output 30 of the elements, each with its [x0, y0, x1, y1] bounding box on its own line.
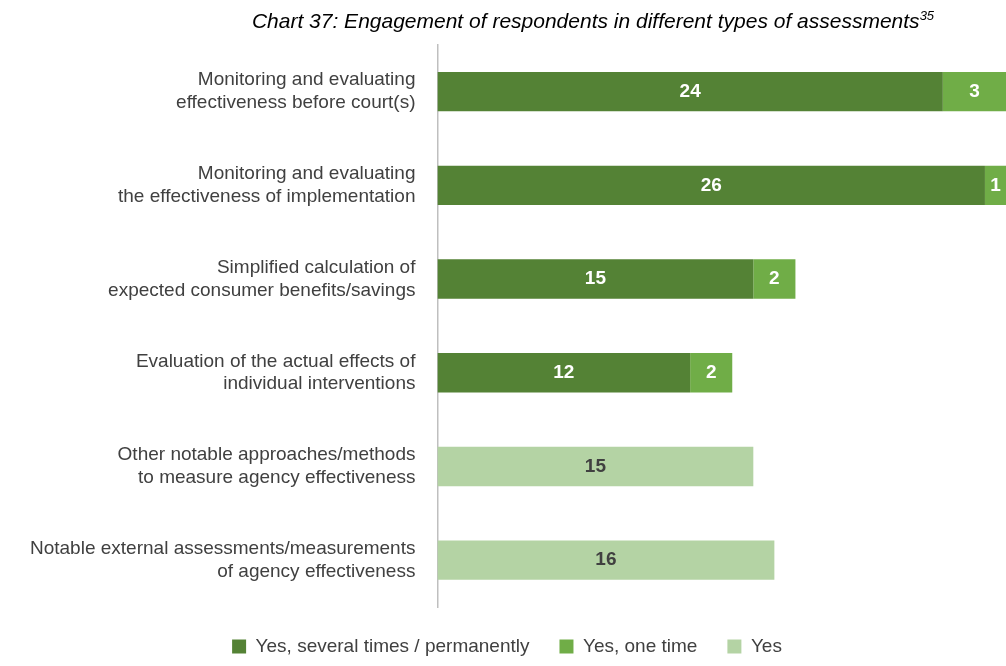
chart-title: Chart 37: Engagement of respondents in different types of assessments$^{35}$: [250, 8, 936, 33]
legend-label: Yes, one time: [582, 634, 698, 656]
bar: [942, 71, 1006, 112]
bar: [437, 165, 985, 206]
y-tick-label: Monitoring and evaluating the effectiveness of implementation: [117, 162, 416, 206]
bar: [437, 446, 754, 487]
data-label: 2: [769, 267, 780, 289]
legend-label: Yes, several times / permanently: [255, 634, 530, 656]
bar: [753, 259, 796, 299]
data-label: 15: [584, 454, 607, 476]
y-tick-label: Other notable approaches/methods to measure agency effectiveness: [117, 443, 416, 488]
data-label: 15: [584, 267, 607, 289]
bar: [437, 540, 775, 580]
data-label: 2: [705, 360, 717, 382]
data-label: 16: [595, 548, 617, 570]
bar: [437, 353, 691, 393]
bar: [437, 71, 943, 112]
legend-label: Yes: [750, 634, 782, 656]
data-label: 1: [990, 173, 1002, 195]
bar: [690, 353, 733, 393]
data-label: 12: [553, 360, 575, 382]
data-label: 26: [700, 173, 722, 195]
y-tick-label: Notable external assessments/measurements of agency effectiveness: [29, 536, 416, 581]
bar: [437, 259, 754, 299]
bar: [984, 165, 1006, 206]
y-tick-label: Simplified calculation of expected consumer benefits/savings: [108, 255, 417, 300]
y-tick-label: Evaluation of the actual effects of individual interventions: [135, 349, 417, 394]
y-tick-label: Monitoring and evaluating effectiveness before court(s): [176, 68, 416, 113]
data-label: 24: [679, 79, 702, 101]
data-label: 3: [969, 79, 980, 101]
